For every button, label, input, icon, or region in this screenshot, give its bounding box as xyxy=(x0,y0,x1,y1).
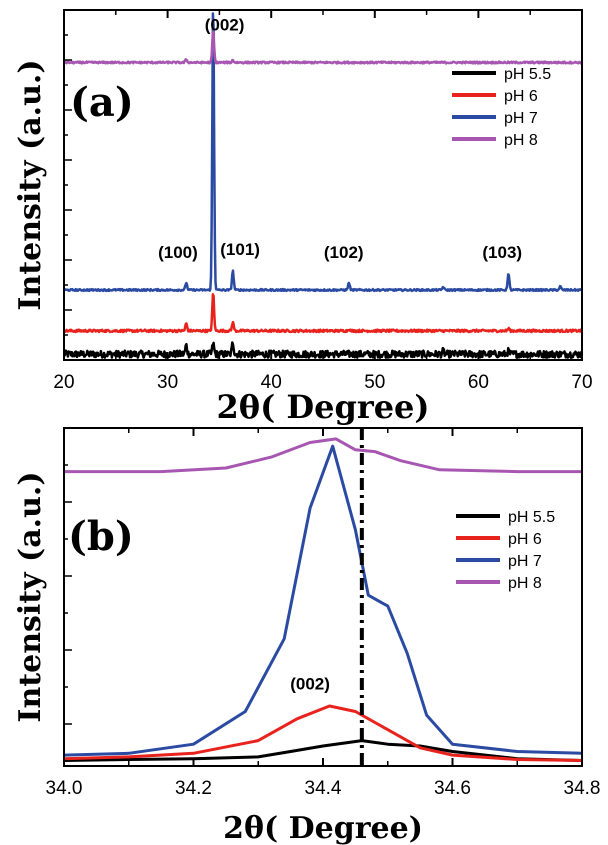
peak-label: (101) xyxy=(220,240,260,259)
x-tick-label: 50 xyxy=(364,372,385,393)
x-tick-label: 70 xyxy=(571,372,592,393)
peak-label: (002) xyxy=(205,15,245,34)
x-tick-label: 34.6 xyxy=(434,778,471,799)
panel-b-xrd-zoom-chart: 34.0 34.2 34.4 34.6 34.8 2θ( Degree) Intensity… xyxy=(13,427,601,845)
peak-label: (102) xyxy=(324,243,364,262)
legend-entry: pH 7 xyxy=(504,110,538,127)
panel-label: (b) xyxy=(68,513,134,560)
x-tick-label: 20 xyxy=(53,372,74,393)
legend: pH 5.5 pH 6 pH 7 pH 8 xyxy=(452,66,551,149)
legend: pH 5.5 pH 6 pH 7 pH 8 xyxy=(456,509,555,592)
x-axis-title: 2θ( Degree) xyxy=(223,811,423,845)
series-line-ph-5-5 xyxy=(64,341,582,359)
series-line-ph-8 xyxy=(64,30,582,65)
panel-label: (a) xyxy=(70,79,134,126)
legend-entry: pH 8 xyxy=(504,132,538,149)
peak-label: (103) xyxy=(482,243,522,262)
series-line-ph-8 xyxy=(64,437,582,474)
legend-entry: pH 5.5 xyxy=(504,66,551,83)
series-line-ph-5-5 xyxy=(64,739,582,762)
peak-label: (100) xyxy=(158,243,198,262)
series-line-ph-7 xyxy=(64,444,582,757)
x-tick-label: 34.4 xyxy=(305,778,342,799)
legend-entry: pH 8 xyxy=(508,575,542,592)
x-tick-label: 40 xyxy=(261,372,282,393)
panel-a-xrd-chart: 20 30 40 50 60 70 2θ( Degree) Intensity (a.u.) (… xyxy=(13,9,593,426)
x-tick-label: 30 xyxy=(157,372,178,393)
series-line-ph-6 xyxy=(64,704,582,762)
legend-entry: pH 5.5 xyxy=(508,509,555,526)
series-group xyxy=(64,12,582,359)
peak-label: (002) xyxy=(290,675,330,694)
plot-frame xyxy=(63,427,583,767)
y-axis-title: Intensity (a.u.) xyxy=(13,471,48,722)
x-tick-label: 34.2 xyxy=(175,778,212,799)
x-tick-label: 60 xyxy=(468,372,489,393)
legend-entry: pH 7 xyxy=(508,553,542,570)
x-tick-label: 34.0 xyxy=(46,778,83,799)
series-group xyxy=(64,437,582,762)
y-axis-title: Intensity (a.u.) xyxy=(13,59,48,310)
legend-entry: pH 6 xyxy=(508,531,542,548)
legend-entry: pH 6 xyxy=(504,88,538,105)
x-tick-label: 34.8 xyxy=(564,778,601,799)
x-axis-title: 2θ( Degree) xyxy=(216,388,429,426)
series-line-ph-6 xyxy=(64,293,582,334)
series-line-ph-7 xyxy=(64,12,582,293)
